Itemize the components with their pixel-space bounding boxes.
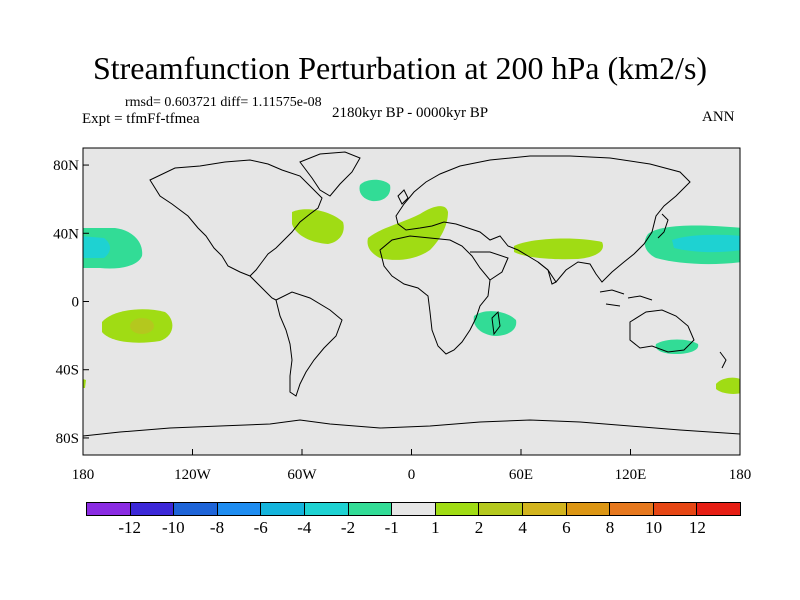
colorbar-swatch [348, 503, 393, 515]
chart-title: Streamfunction Perturbation at 200 hPa (… [92, 50, 708, 86]
coast-japan [657, 213, 669, 239]
colorbar-swatch [566, 503, 611, 515]
anomaly-regions [83, 179, 740, 394]
lat-tick-label: 40N [53, 226, 79, 242]
coast-british-isles [397, 189, 409, 205]
colorbar-label: 4 [518, 518, 527, 537]
colorbar-label: 6 [562, 518, 571, 537]
colorbar-label: 12 [688, 518, 706, 537]
coast-africa [379, 235, 491, 355]
anomaly-positive-core [130, 318, 154, 334]
colorbar-swatch [261, 503, 305, 515]
anomaly-positive-asia [514, 238, 603, 260]
coast-indonesia [599, 289, 653, 307]
season-label: ANN [702, 109, 735, 125]
colorbar-swatch [130, 503, 175, 515]
lat-tick-label: 80N [53, 158, 79, 174]
colorbar-swatch [435, 503, 480, 515]
colorbar-label: 8 [605, 518, 615, 537]
colorbar-label: -10 [161, 518, 185, 537]
anomaly-negative-tasman [655, 339, 699, 354]
anomaly-negative-indian-ocean [473, 311, 517, 336]
coast-south-america [275, 291, 343, 397]
coast-madagascar [491, 310, 501, 336]
coast-north-america [149, 159, 323, 277]
colorbar-swatch [522, 503, 567, 515]
lon-tick-label: 60W [287, 467, 317, 483]
coast-central-america [249, 275, 277, 301]
coast-india [537, 261, 557, 285]
colorbar-label: -2 [340, 518, 356, 537]
lat-tick-label: 40S [56, 363, 79, 379]
colorbar-label: -6 [253, 518, 268, 537]
colorbar-label: 10 [645, 518, 663, 537]
colorbar-label: 2 [474, 518, 484, 537]
coast-arabia [470, 251, 509, 281]
colorbar-swatch [174, 503, 218, 515]
lon-tick-label: 120E [615, 467, 647, 483]
colorbar-swatch [392, 503, 436, 515]
coast-eurasia [395, 155, 691, 283]
experiment-label: Expt = tfmFf-tfmea [82, 111, 200, 127]
anomaly-negative-north-atlantic [359, 179, 391, 202]
lon-tick-label: 0 [408, 467, 416, 483]
lat-tick-label: 0 [72, 295, 80, 311]
lat-tick-label: 80S [56, 431, 79, 447]
map-background [83, 148, 740, 455]
coastlines [83, 151, 740, 437]
colorbar-swatch [653, 503, 698, 515]
anomaly-negative-east-pacific-core [83, 236, 110, 258]
coast-new-zealand [719, 351, 727, 369]
lon-tick-label: 60E [509, 467, 533, 483]
coast-greenland [299, 151, 361, 197]
colorbar-label: -1 [384, 518, 399, 537]
period-label: 2180kyr BP - 0000kyr BP [331, 105, 489, 121]
colorbar-swatch [304, 503, 349, 515]
colorbar-label: -8 [209, 518, 225, 537]
anomaly-positive-mediterranean [367, 206, 448, 260]
lon-tick-label: 180 [729, 467, 752, 483]
colorbar-swatch [610, 503, 654, 515]
anomaly-positive-southwest-pacific [716, 377, 740, 394]
lon-tick-label: 120W [174, 467, 212, 483]
lon-tick-label: 180 [72, 467, 95, 483]
anomaly-negative-north-pacific-core [672, 234, 740, 253]
colorbar-label: 1 [431, 518, 440, 537]
anomaly-positive-southeast-pacific-edge [83, 379, 86, 388]
colorbar-swatch [217, 503, 262, 515]
colorbar [86, 502, 741, 516]
colorbar-label: -12 [118, 518, 141, 537]
coast-australia [629, 309, 695, 353]
colorbar-swatch [87, 503, 131, 515]
coast-antarctica [83, 419, 740, 437]
colorbar-swatch [479, 503, 523, 515]
stats-label: rmsd= 0.603721 diff= 1.11575e-08 [125, 95, 322, 110]
colorbar-swatch [697, 503, 740, 515]
colorbar-label: -4 [297, 518, 312, 537]
